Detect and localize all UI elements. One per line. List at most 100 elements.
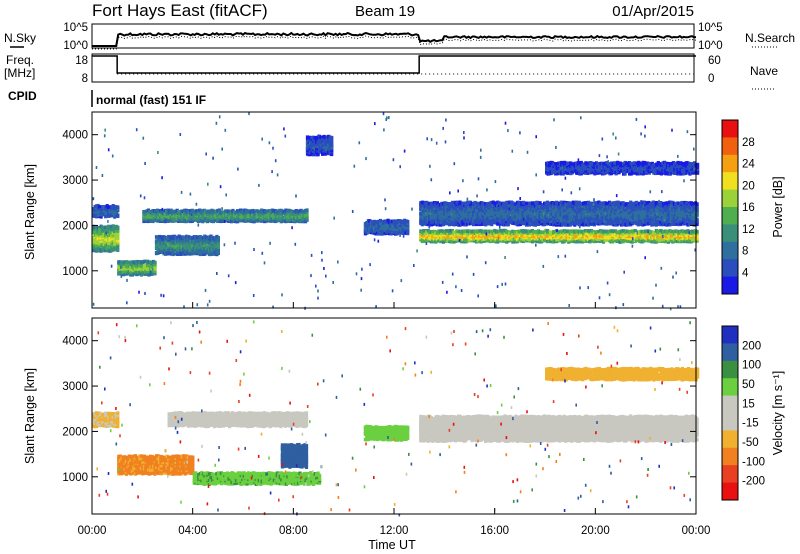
nave-tick-bottom: 0 — [708, 73, 714, 85]
echo-cell — [305, 218, 309, 222]
echo-cell — [567, 236, 571, 240]
echo-cell — [116, 207, 120, 211]
echo-cell — [639, 236, 643, 240]
echo-cell — [695, 229, 699, 234]
freq-tick-bottom: 8 — [82, 73, 88, 85]
echo-cell — [116, 232, 120, 236]
echo-cell — [153, 271, 157, 276]
echo-cell — [216, 238, 220, 242]
echo-cell — [113, 215, 117, 219]
noise-right-label: N.Search — [745, 31, 795, 45]
echo-cell — [129, 271, 133, 276]
echo-cell — [204, 246, 208, 251]
echo-cell — [406, 230, 410, 234]
noise-right-tick-top: 10^5 — [698, 22, 723, 34]
echo-cell — [330, 148, 334, 153]
echo-cell — [567, 233, 571, 237]
freq-label-line2: [MHz] — [4, 66, 35, 80]
noise-panel-frame — [91, 23, 695, 49]
echo-cell — [642, 238, 646, 243]
echo-cell — [204, 209, 208, 214]
echo-cell — [324, 152, 328, 156]
echo-cell — [107, 241, 111, 245]
echo-cell — [567, 229, 571, 234]
echo-cell — [198, 252, 202, 257]
echo-cell — [204, 244, 208, 248]
beam-label: Beam 19 — [355, 3, 415, 20]
echo-cell — [116, 240, 120, 245]
echo-cell — [116, 236, 120, 240]
echo-cell — [610, 239, 615, 244]
noise-left-tick-bottom: 10^0 — [63, 40, 88, 52]
noise-search-line — [92, 35, 697, 50]
echo-cell — [204, 248, 208, 253]
echo-cell — [157, 244, 162, 248]
echo-cell — [153, 269, 157, 273]
date-label: 01/Apr/2015 — [612, 3, 694, 20]
echo-cell — [270, 219, 274, 223]
echo-cell — [216, 236, 220, 240]
echo-cell — [378, 218, 383, 223]
echo-cell — [116, 245, 120, 250]
echo-cell — [435, 201, 439, 205]
echo-cell — [116, 213, 120, 217]
echo-cell — [102, 209, 106, 214]
echo-cell — [305, 210, 309, 215]
echo-cell — [116, 225, 120, 230]
echo-cell — [246, 219, 250, 223]
nave-tick-top: 60 — [708, 55, 721, 67]
echo-cell — [426, 222, 430, 227]
echo-cell — [129, 264, 133, 268]
echo-cell — [591, 229, 595, 234]
echo-cell — [633, 229, 637, 233]
echo-cell — [642, 229, 646, 234]
echo-cell — [228, 217, 232, 222]
echo-cell — [129, 260, 133, 265]
cpid-panel: CPID normal (fast) 151 IF — [8, 89, 206, 107]
echo-cell — [524, 201, 529, 206]
nave-label: Nave — [750, 64, 778, 78]
echo-cell — [116, 205, 120, 209]
noise-left-tick-top: 10^5 — [63, 22, 88, 34]
echo-cell — [319, 135, 323, 140]
station-title: Fort Hays East (fitACF) — [92, 1, 268, 20]
echo-cell — [216, 242, 220, 247]
echo-cell — [300, 219, 305, 224]
freq-tick-top: 18 — [75, 55, 88, 67]
noise-sky-line — [92, 31, 697, 47]
noise-right-tick-bottom: 10^0 — [698, 40, 723, 52]
echo-cell — [153, 264, 157, 269]
echo-cell — [406, 219, 410, 224]
echo-cell — [197, 237, 201, 241]
echo-cell — [116, 243, 120, 248]
freq-panel: Freq. [MHz] 18 8 60 0 Nave — [4, 53, 778, 90]
noise-panel: N.Sky 10^5 10^0 10^5 10^0 N.Search — [4, 22, 795, 52]
echo-cell — [148, 215, 152, 219]
echo-cell — [496, 240, 500, 244]
echo-cell — [116, 248, 120, 252]
freq-label-line1: Freq. — [6, 53, 34, 67]
echo-cell — [695, 233, 699, 238]
echo-cell — [204, 235, 208, 239]
noise-left-label: N.Sky — [4, 31, 36, 45]
echo-cell — [153, 260, 157, 265]
power-echo-scatter — [92, 112, 700, 311]
cpid-label: CPID — [8, 89, 37, 103]
echo-cell — [162, 235, 166, 239]
echo-cell — [330, 135, 334, 140]
echo-cell — [305, 208, 309, 212]
echo-cell — [642, 235, 646, 239]
echo-cell — [305, 213, 309, 217]
echo-cell — [236, 219, 240, 224]
echo-cell — [204, 213, 208, 218]
echo-cell — [650, 239, 654, 244]
echo-cell — [116, 228, 120, 233]
echo-cell — [129, 267, 133, 272]
echo-cell — [567, 238, 571, 242]
echo-cell — [204, 239, 208, 243]
echo-cell — [198, 235, 202, 239]
echo-cell — [279, 208, 283, 213]
echo-cell — [330, 152, 334, 157]
